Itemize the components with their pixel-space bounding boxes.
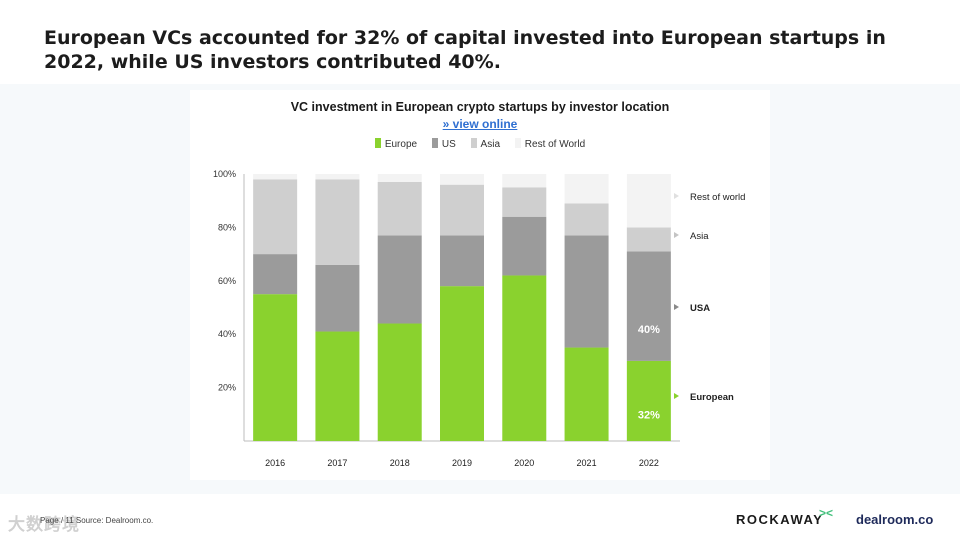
y-tick-label-3: 40% xyxy=(218,329,236,339)
y-tick-label-1: 80% xyxy=(218,222,236,232)
bar-rest-2020 xyxy=(502,174,547,188)
legend-label-europe: Europe xyxy=(384,139,418,150)
bar-us-2021 xyxy=(564,235,609,348)
x-tick-label-2021: 2021 xyxy=(577,458,597,468)
bar-us-2022 xyxy=(626,251,671,361)
annotation-arrow-icon-3 xyxy=(674,393,679,399)
bar-asia-2022 xyxy=(626,227,671,252)
legend-label-asia: Asia xyxy=(480,139,500,150)
annotation-label-1: Asia xyxy=(690,231,709,242)
chart-title: VC investment in European crypto startup… xyxy=(290,100,670,114)
bar-europe-2018 xyxy=(377,323,422,441)
legend-label-rest: Rest of World xyxy=(524,139,586,150)
annotation-arrow-icon-0 xyxy=(674,193,679,199)
annotation-label-0: Rest of world xyxy=(690,192,745,203)
bar-rest-2016 xyxy=(253,174,298,180)
bar-rest-2022 xyxy=(626,174,671,228)
bar-us-2018 xyxy=(377,235,422,324)
bar-europe-2022 xyxy=(626,360,671,441)
data-label-us-2022: 40% xyxy=(638,324,660,336)
x-tick-label-2022: 2022 xyxy=(639,458,659,468)
annotation-arrow-icon-1 xyxy=(674,232,679,238)
bar-us-2016 xyxy=(253,254,298,295)
bar-europe-2017 xyxy=(315,331,360,441)
legend-swatch-rest xyxy=(514,138,521,148)
annotation-arrow-icon-2 xyxy=(674,304,679,310)
x-tick-label-2016: 2016 xyxy=(265,458,285,468)
rockaway-mark-icon: >< xyxy=(819,506,834,520)
bar-europe-2021 xyxy=(564,347,609,441)
page-headline: European VCs accounted for 32% of capita… xyxy=(44,27,886,73)
legend-item-us: US xyxy=(431,138,456,150)
bar-asia-2017 xyxy=(315,179,360,265)
bar-europe-2020 xyxy=(502,275,547,441)
bar-rest-2017 xyxy=(315,174,360,180)
bar-asia-2016 xyxy=(253,179,298,255)
y-tick-label-4: 20% xyxy=(218,383,236,393)
bar-us-2019 xyxy=(440,235,484,287)
bar-europe-2019 xyxy=(440,286,484,441)
legend-swatch-asia xyxy=(470,138,477,148)
bar-europe-2016 xyxy=(253,294,298,441)
rockaway-logo: ROCKAWAY xyxy=(736,512,824,527)
bar-asia-2021 xyxy=(564,203,609,236)
legend-label-us: US xyxy=(441,139,456,150)
bar-us-2020 xyxy=(502,216,547,276)
bar-asia-2019 xyxy=(440,184,484,236)
bar-us-2017 xyxy=(315,264,360,332)
bar-rest-2018 xyxy=(377,174,422,183)
view-online-link[interactable]: » view online xyxy=(442,117,518,131)
dealroom-logo: dealroom.co xyxy=(856,512,934,527)
legend-item-rest: Rest of World xyxy=(514,138,586,150)
x-tick-label-2019: 2019 xyxy=(452,458,472,468)
bar-rest-2019 xyxy=(440,174,484,185)
x-tick-label-2017: 2017 xyxy=(327,458,347,468)
chart-legend: Europe US Asia Rest of World xyxy=(190,138,770,150)
watermark: 大数跨境 xyxy=(8,515,80,534)
bar-asia-2020 xyxy=(502,187,547,217)
bar-asia-2018 xyxy=(377,182,422,236)
annotation-label-2: USA xyxy=(690,303,710,314)
annotation-label-3: European xyxy=(690,392,734,403)
legend-item-asia: Asia xyxy=(470,138,500,150)
x-tick-label-2020: 2020 xyxy=(514,458,534,468)
legend-swatch-us xyxy=(431,138,438,148)
legend-item-europe: Europe xyxy=(374,138,418,150)
bar-rest-2021 xyxy=(564,174,609,204)
y-tick-label-0: 100% xyxy=(213,169,236,179)
y-tick-label-2: 60% xyxy=(218,276,236,286)
x-tick-label-2018: 2018 xyxy=(390,458,410,468)
legend-swatch-europe xyxy=(374,138,381,148)
footer-source: Page / 11 Source: Dealroom.co. xyxy=(40,516,154,525)
data-label-europe-2022: 32% xyxy=(638,409,660,421)
